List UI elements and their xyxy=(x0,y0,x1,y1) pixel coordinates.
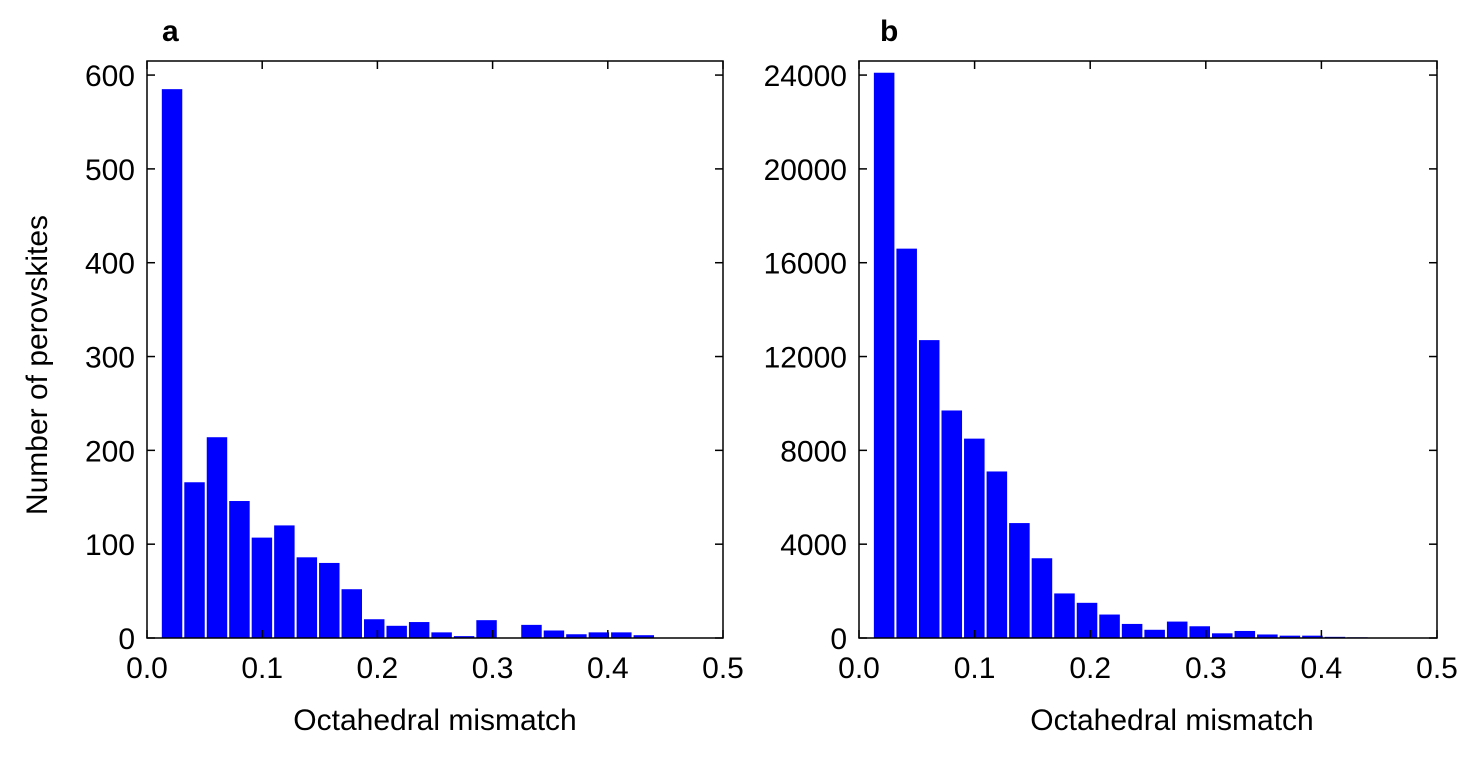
panel-b-plot-frame xyxy=(858,60,1438,639)
panel-b-label: b xyxy=(880,15,898,48)
histogram-bar xyxy=(566,634,587,638)
x-tick-label: 0.4 xyxy=(1301,652,1343,685)
y-tick-label: 8000 xyxy=(780,435,847,468)
x-tick-label: 0.1 xyxy=(241,652,283,685)
histogram-bar xyxy=(633,635,655,638)
histogram-bar xyxy=(386,625,407,638)
x-tick-label: 0.3 xyxy=(472,652,514,685)
histogram-bar xyxy=(588,632,610,638)
y-tick-label: 600 xyxy=(85,60,135,93)
x-tick-label: 0.2 xyxy=(1069,652,1111,685)
x-tick-label: 0.1 xyxy=(954,652,996,685)
panel-a-ticks: 0.0 0.1 0.2 0.3 0.4 0.5 0 100 200 300 400 500 600 xyxy=(85,60,744,685)
y-tick-label: 12000 xyxy=(764,342,847,375)
histogram-bar xyxy=(1302,635,1323,638)
histogram-bar xyxy=(453,636,475,638)
y-tick-label: 0 xyxy=(118,623,135,656)
histogram-bar xyxy=(964,438,985,638)
histogram-bar xyxy=(543,630,565,638)
panel-a-y-axis-title: Number of perovskites xyxy=(21,215,54,515)
histogram-bar xyxy=(319,562,340,638)
histogram-bar xyxy=(1121,623,1143,638)
y-tick-label: 400 xyxy=(85,248,135,281)
histogram-bar xyxy=(408,622,430,638)
panel-b-x-axis-title: Octahedral mismatch xyxy=(1030,704,1313,737)
histogram-bar xyxy=(161,89,183,638)
y-tick-label: 24000 xyxy=(764,60,847,93)
histogram-bar xyxy=(1234,630,1256,638)
y-tick-label: 0 xyxy=(830,623,847,656)
histogram-bar xyxy=(1076,602,1098,638)
x-tick-label: 0.4 xyxy=(587,652,629,685)
histogram-bar xyxy=(941,410,963,638)
histogram-bar xyxy=(229,501,250,638)
histogram-bar xyxy=(873,72,895,639)
histogram-bar xyxy=(1009,523,1030,638)
histogram-bar xyxy=(274,525,295,638)
histogram-bar xyxy=(1166,621,1188,638)
histogram-bar xyxy=(296,557,318,638)
panel-b-ticks: 0.0 0.1 0.2 0.3 0.4 0.5 0 4000 8000 12000 16000 200… xyxy=(764,60,1458,685)
histogram-bar xyxy=(918,340,940,638)
y-tick-label: 200 xyxy=(85,435,135,468)
y-tick-label: 100 xyxy=(85,529,135,562)
x-tick-label: 0.2 xyxy=(357,652,399,685)
y-tick-label: 16000 xyxy=(764,248,847,281)
panel-b-bars xyxy=(873,72,1391,639)
y-tick-label: 20000 xyxy=(764,154,847,187)
histogram-bar xyxy=(1212,633,1233,638)
histogram-bar xyxy=(341,589,362,638)
histogram-bar xyxy=(251,537,273,638)
histogram-bar xyxy=(521,624,542,638)
histogram-bar xyxy=(1054,593,1075,638)
histogram-bar xyxy=(431,632,452,638)
histogram-bar xyxy=(1279,635,1301,638)
histogram-bar xyxy=(611,632,632,638)
panel-a: a 0.0 0.1 0.2 0.3 0.4 0.50100200300400500600 … xyxy=(21,15,744,737)
panel-b: b 0.0 0.1 0.2 0.3 0.4 0.5 0 4000 8000 12000 16000 2… xyxy=(764,15,1458,737)
x-tick-label: 0.5 xyxy=(702,652,744,685)
histogram-bar xyxy=(1144,629,1165,638)
histogram-bar xyxy=(184,482,205,638)
histogram-bar xyxy=(986,471,1008,638)
histogram-bar xyxy=(1189,626,1210,638)
x-tick-label: 0.3 xyxy=(1185,652,1227,685)
panel-a-plot-frame xyxy=(146,60,724,639)
x-tick-label: 0.5 xyxy=(1416,652,1458,685)
histogram-bar xyxy=(364,619,385,638)
panel-a-label: a xyxy=(162,15,179,48)
histogram-bar xyxy=(206,437,228,638)
panel-a-x-axis-title: Octahedral mismatch xyxy=(293,704,576,737)
histogram-bar xyxy=(1031,558,1053,638)
y-tick-label: 300 xyxy=(85,342,135,375)
histogram-bar xyxy=(1257,634,1278,638)
histogram-bar xyxy=(896,248,917,638)
y-tick-label: 4000 xyxy=(780,529,847,562)
y-tick-label: 500 xyxy=(85,154,135,187)
histogram-bar xyxy=(476,620,497,638)
histogram-bar xyxy=(1099,614,1120,638)
x-tick-label: 0.0 xyxy=(838,652,880,685)
x-tick-label: 0.0 xyxy=(126,652,168,685)
panel-a-bars xyxy=(161,89,655,638)
